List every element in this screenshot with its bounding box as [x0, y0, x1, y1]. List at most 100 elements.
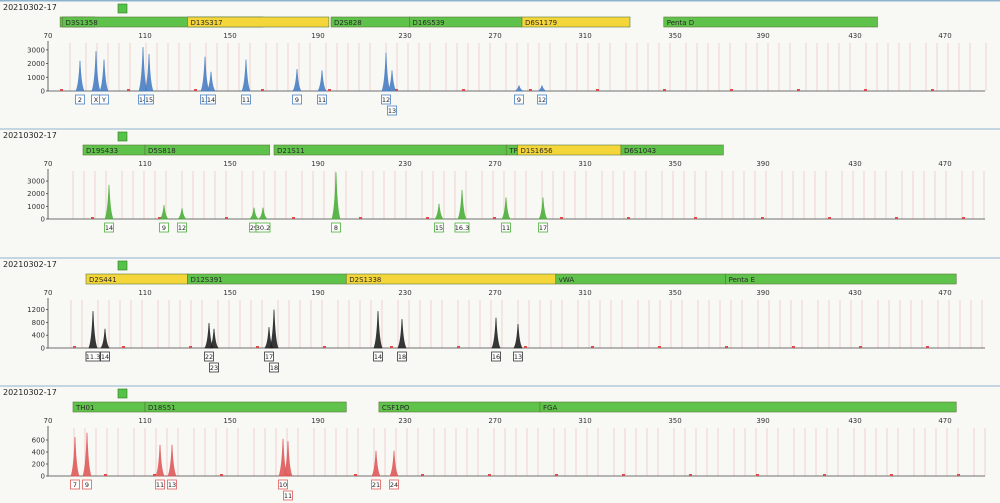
locus-bar[interactable] [187, 16, 330, 28]
allele-call-box[interactable] [513, 351, 523, 362]
size-tick-label: 70 [44, 32, 53, 40]
allele-call-label: 2 [78, 96, 82, 104]
allele-call-box[interactable] [269, 362, 279, 373]
allele-peak [257, 207, 269, 220]
noise-mark [225, 217, 228, 219]
noise-mark [627, 217, 630, 219]
allele-peak [269, 309, 279, 349]
allele-call-box[interactable] [104, 222, 114, 233]
allele-call-label: 12 [538, 96, 546, 104]
allele-call-box[interactable] [283, 490, 293, 501]
allele-call-label: X [94, 96, 99, 104]
allele-call-label: 21 [372, 481, 380, 489]
allele-call-box[interactable] [387, 105, 397, 116]
allele-call-box[interactable] [514, 94, 524, 105]
locus-bar[interactable] [144, 144, 270, 156]
size-tick-label: 430 [848, 417, 861, 425]
allele-call-box[interactable] [209, 362, 219, 373]
allele-call-box[interactable] [331, 222, 341, 233]
allele-peak [99, 59, 109, 92]
y-tick-label: 0 [41, 216, 45, 224]
locus-bar[interactable] [273, 144, 507, 156]
allele-call-box[interactable] [537, 94, 547, 105]
sample-name-label: 20210302-17 [3, 131, 57, 140]
allele-call-box[interactable] [204, 351, 214, 362]
noise-mark [725, 346, 728, 348]
allele-call-box[interactable] [454, 222, 470, 233]
locus-bar[interactable] [144, 401, 347, 413]
noise-mark [524, 346, 527, 348]
allele-peak [200, 56, 210, 92]
allele-call-box[interactable] [373, 351, 383, 362]
locus-bar[interactable] [620, 144, 724, 156]
allele-peak [167, 444, 177, 477]
noise-mark [390, 346, 393, 348]
locus-bar[interactable] [663, 16, 878, 28]
allele-call-label: 14 [207, 96, 215, 104]
locus-name-label: Penta E [729, 276, 755, 284]
allele-peak [491, 317, 501, 349]
allele-call-label: 24 [390, 481, 398, 489]
locus-bar[interactable] [521, 16, 631, 28]
noise-mark [926, 346, 929, 348]
allele-call-label: 10 [279, 481, 287, 489]
size-tick-label: 150 [223, 289, 236, 297]
noise-mark [529, 89, 532, 91]
allele-call-label: 14 [101, 353, 109, 361]
allele-call-box[interactable] [434, 222, 444, 233]
allele-call-box[interactable] [292, 94, 302, 105]
allele-call-box[interactable] [159, 222, 169, 233]
allele-call-box[interactable] [85, 351, 101, 362]
size-tick-label: 350 [668, 289, 681, 297]
dye-toggle-button[interactable] [117, 388, 128, 399]
size-tick-label: 230 [398, 32, 411, 40]
allele-call-box[interactable] [100, 351, 110, 362]
allele-call-box[interactable] [167, 479, 177, 490]
allele-call-box[interactable] [155, 479, 165, 490]
allele-call-box[interactable] [317, 94, 327, 105]
noise-mark [658, 346, 661, 348]
dye-toggle-button[interactable] [117, 3, 128, 14]
allele-call-box[interactable] [82, 479, 92, 490]
allele-call-box[interactable] [70, 479, 80, 490]
dye-toggle-button[interactable] [117, 131, 128, 142]
dye-toggle-button[interactable] [117, 260, 128, 271]
allele-call-box[interactable] [144, 94, 154, 105]
allele-peak [75, 60, 85, 92]
allele-call-box[interactable] [177, 222, 187, 233]
allele-peak [331, 172, 341, 220]
allele-call-box[interactable] [491, 351, 501, 362]
allele-call-box[interactable] [381, 94, 391, 105]
allele-call-box[interactable] [99, 94, 109, 105]
allele-peak [155, 444, 165, 477]
locus-bar[interactable] [555, 273, 726, 285]
locus-name-label: D2S828 [334, 19, 362, 27]
allele-call-box[interactable] [389, 479, 399, 490]
noise-mark [864, 89, 867, 91]
allele-call-box[interactable] [75, 94, 85, 105]
locus-bar[interactable] [539, 401, 957, 413]
noise-mark [859, 346, 862, 348]
noise-mark [591, 346, 594, 348]
noise-mark [792, 346, 795, 348]
noise-mark [104, 474, 107, 476]
allele-call-box[interactable] [501, 222, 511, 233]
allele-call-box[interactable] [278, 479, 288, 490]
allele-call-box[interactable] [241, 94, 251, 105]
y-tick-label: 600 [32, 437, 45, 445]
locus-bar[interactable] [725, 273, 957, 285]
allele-peak [176, 208, 188, 220]
allele-call-label: 9 [85, 481, 89, 489]
allele-call-box[interactable] [206, 94, 216, 105]
allele-call-label: 9 [162, 224, 166, 232]
size-tick-label: 270 [488, 417, 501, 425]
allele-call-box[interactable] [371, 479, 381, 490]
allele-call-box[interactable] [397, 351, 407, 362]
allele-call-box[interactable] [538, 222, 548, 233]
size-tick-label: 390 [756, 417, 769, 425]
allele-peak [537, 85, 547, 92]
allele-call-box[interactable] [264, 351, 274, 362]
allele-call-box[interactable] [255, 222, 271, 233]
allele-call-label: Y [101, 96, 106, 104]
